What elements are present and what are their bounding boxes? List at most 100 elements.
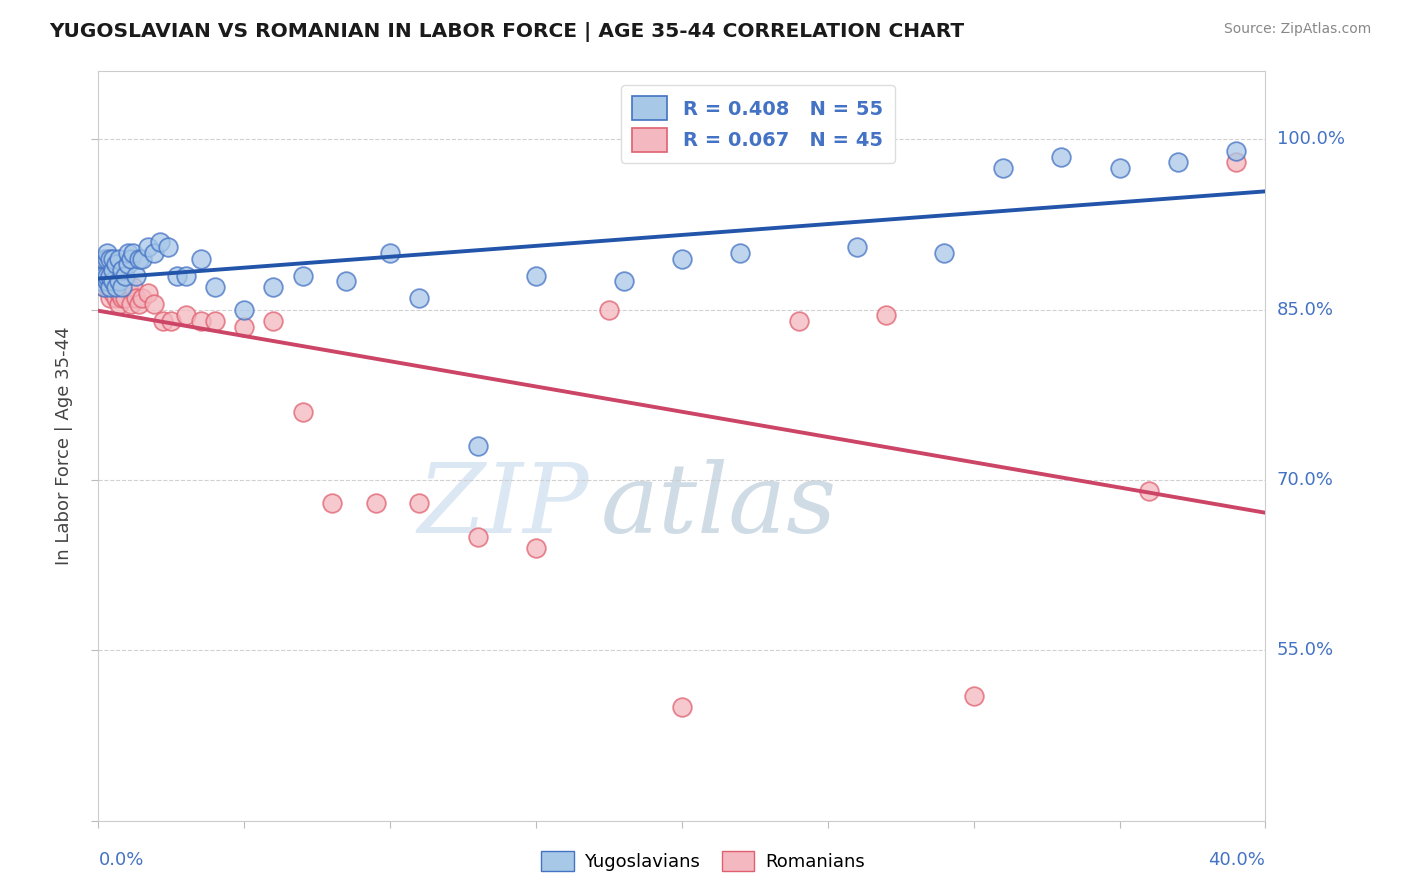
Point <box>120 297 142 311</box>
Text: 100.0%: 100.0% <box>1277 130 1344 148</box>
Point <box>93 263 115 277</box>
Point <box>598 302 620 317</box>
Point <box>321 496 343 510</box>
Point <box>190 252 212 266</box>
Text: 0.0%: 0.0% <box>98 851 143 869</box>
Legend: Yugoslavians, Romanians: Yugoslavians, Romanians <box>534 844 872 879</box>
Point <box>787 314 810 328</box>
Point <box>204 280 226 294</box>
Point <box>98 252 121 266</box>
Point <box>93 268 115 283</box>
Text: Source: ZipAtlas.com: Source: ZipAtlas.com <box>1223 22 1371 37</box>
Point <box>96 246 118 260</box>
Point <box>174 268 197 283</box>
Point <box>335 274 357 288</box>
Point <box>98 274 121 288</box>
Point <box>157 240 180 254</box>
Text: YUGOSLAVIAN VS ROMANIAN IN LABOR FORCE | AGE 35-44 CORRELATION CHART: YUGOSLAVIAN VS ROMANIAN IN LABOR FORCE |… <box>49 22 965 42</box>
Point <box>101 263 124 277</box>
Point <box>101 285 124 300</box>
Point <box>117 280 139 294</box>
Point <box>262 280 284 294</box>
Point <box>98 268 121 283</box>
Text: ZIP: ZIP <box>418 459 589 553</box>
Point <box>101 274 124 288</box>
Point <box>93 280 115 294</box>
Point <box>991 161 1014 175</box>
Point <box>125 268 148 283</box>
Point <box>114 268 136 283</box>
Point <box>136 285 159 300</box>
Point <box>104 280 127 294</box>
Point <box>128 252 150 266</box>
Point <box>96 280 118 294</box>
Point <box>104 257 127 271</box>
Point <box>160 314 183 328</box>
Point <box>136 240 159 254</box>
Point <box>233 319 256 334</box>
Point <box>131 292 153 306</box>
Point <box>90 274 112 288</box>
Point <box>101 252 124 266</box>
Point <box>98 292 121 306</box>
Point <box>1108 161 1130 175</box>
Point <box>1225 144 1247 158</box>
Point <box>117 246 139 260</box>
Point <box>524 268 547 283</box>
Point <box>166 268 188 283</box>
Text: 55.0%: 55.0% <box>1277 641 1334 659</box>
Point <box>174 309 197 323</box>
Point <box>408 496 430 510</box>
Point <box>131 252 153 266</box>
Point <box>142 246 165 260</box>
Point <box>149 235 172 249</box>
Point <box>96 268 118 283</box>
Point <box>125 292 148 306</box>
Point <box>408 292 430 306</box>
Point <box>93 280 115 294</box>
Point <box>291 268 314 283</box>
Point <box>467 439 489 453</box>
Point <box>104 292 127 306</box>
Text: 40.0%: 40.0% <box>1209 851 1265 869</box>
Point <box>122 246 145 260</box>
Point <box>128 297 150 311</box>
Point <box>117 257 139 271</box>
Point <box>1137 484 1160 499</box>
Point <box>467 530 489 544</box>
Point <box>122 280 145 294</box>
Point <box>152 314 174 328</box>
Point <box>90 268 112 283</box>
Point <box>98 280 121 294</box>
Point <box>364 496 387 510</box>
Point <box>1167 155 1189 169</box>
Point <box>108 252 131 266</box>
Point <box>108 274 131 288</box>
Point <box>730 246 752 260</box>
Point <box>111 292 134 306</box>
Point <box>142 297 165 311</box>
Text: 70.0%: 70.0% <box>1277 471 1333 489</box>
Point <box>111 280 134 294</box>
Point <box>671 252 693 266</box>
Point <box>380 246 402 260</box>
Point <box>934 246 956 260</box>
Point <box>233 302 256 317</box>
Point <box>114 292 136 306</box>
Point <box>90 274 112 288</box>
Point <box>104 274 127 288</box>
Point <box>962 689 984 703</box>
Point <box>96 274 118 288</box>
Point <box>108 297 131 311</box>
Y-axis label: In Labor Force | Age 35-44: In Labor Force | Age 35-44 <box>55 326 73 566</box>
Point <box>96 271 118 285</box>
Point <box>524 541 547 556</box>
Point <box>190 314 212 328</box>
Point <box>101 268 124 283</box>
Point <box>108 285 131 300</box>
Point <box>111 263 134 277</box>
Text: 85.0%: 85.0% <box>1277 301 1333 318</box>
Point <box>671 700 693 714</box>
Point <box>291 405 314 419</box>
Point <box>93 252 115 266</box>
